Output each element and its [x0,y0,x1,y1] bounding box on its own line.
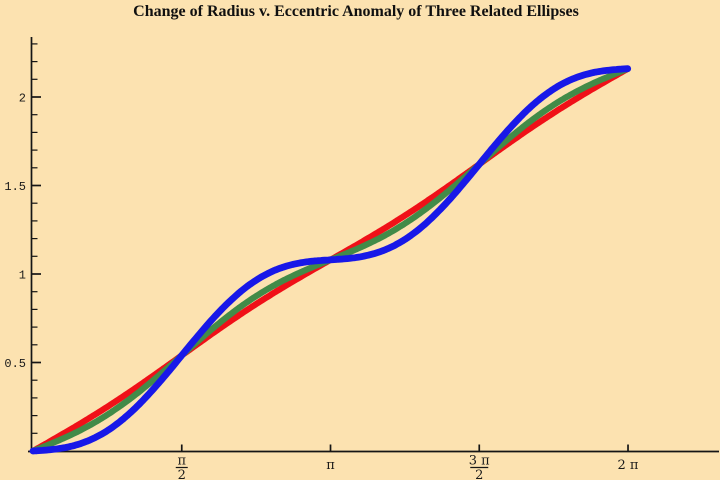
x-tick-label-numerator: π [177,454,186,469]
chart-title: Change of Radius v. Eccentric Anomaly of… [133,3,579,20]
y-tick-label: 1 [19,268,26,282]
x-tick-label-denominator: 2 [178,468,186,480]
x-tick-label: π [326,458,335,473]
y-tick-label: 1.5 [4,180,26,194]
blue-curve-ellipse-curve [29,65,632,455]
curves-layer [29,65,632,455]
x-tick-label-numerator: 3 π [469,454,490,469]
x-tick-label: 2 π [618,458,639,473]
x-tick-label-denominator: 2 [475,468,483,480]
y-tick-label: 0.5 [4,357,26,371]
y-tick-label: 2 [19,91,26,105]
